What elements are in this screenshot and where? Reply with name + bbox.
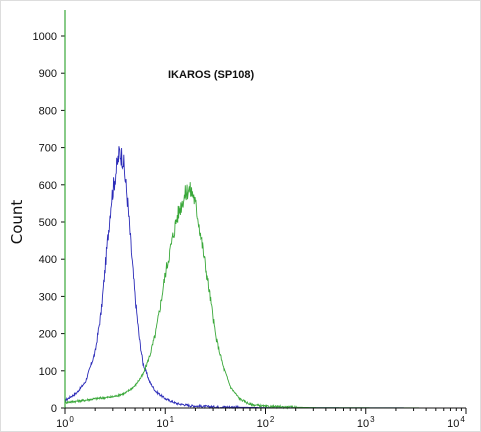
y-axis-ticks: 0 100 200 300 400 500 600 700 800 900 1000 <box>33 31 65 415</box>
x-tick-label: 102 <box>257 415 275 430</box>
y-tick-label: 400 <box>39 254 57 266</box>
chart-annotation: IKAROS (SP108) <box>168 69 255 81</box>
y-axis-title: Count <box>8 200 26 245</box>
y-tick-label: 100 <box>39 366 57 378</box>
y-tick-label: 1000 <box>33 31 57 43</box>
y-tick-label: 0 <box>51 403 57 415</box>
y-tick-label: 300 <box>39 291 57 303</box>
x-tick-label: 104 <box>447 415 465 430</box>
x-tick-label: 103 <box>357 415 375 430</box>
y-tick-label: 700 <box>39 143 57 155</box>
y-tick-label: 600 <box>39 180 57 192</box>
y-tick-label: 500 <box>39 217 57 229</box>
y-tick-label: 800 <box>39 105 57 117</box>
x-tick-label: 101 <box>156 415 174 430</box>
y-tick-label: 900 <box>39 68 57 80</box>
x-axis-ticks: 100 101 102 103 104 <box>56 408 467 430</box>
x-tick-label: 100 <box>56 415 74 430</box>
y-tick-label: 200 <box>39 329 57 341</box>
